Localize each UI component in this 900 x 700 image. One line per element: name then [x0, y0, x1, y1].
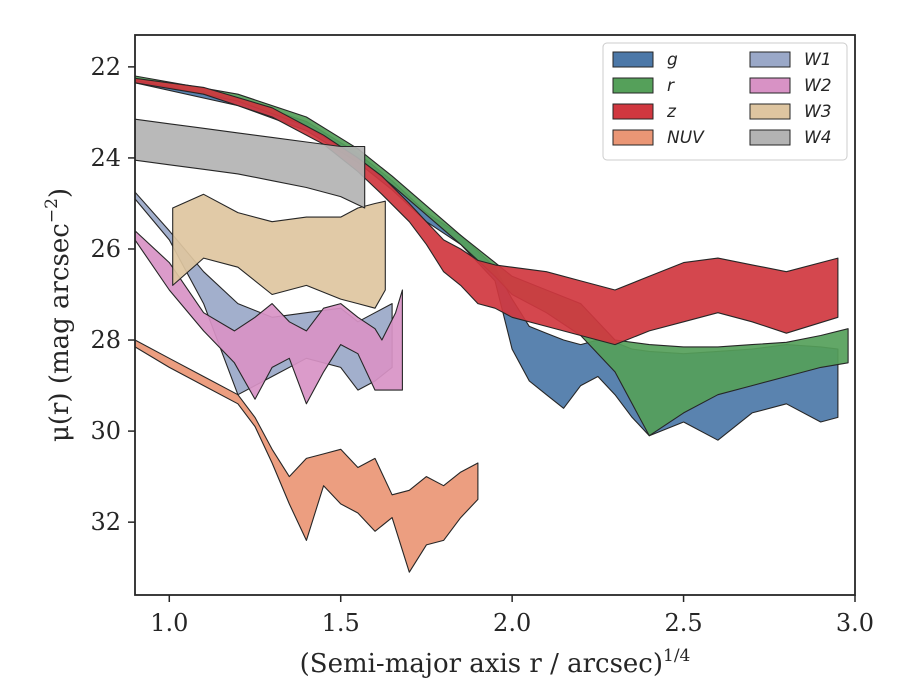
y-axis: 22 24 26 28 30 32 — [90, 53, 135, 536]
x-tick-label: 2.5 — [664, 609, 702, 637]
legend-item-w1: W1 — [749, 50, 832, 70]
legend-swatch — [612, 103, 654, 120]
legend-swatch — [749, 77, 791, 94]
x-axis-label-superscript: 1/4 — [663, 646, 690, 666]
band-w3 — [172, 193, 386, 309]
x-tick-label: 3.0 — [836, 609, 874, 637]
legend-label: W1 — [804, 50, 832, 70]
legend-label: z — [666, 102, 677, 122]
plot-frame — [134, 34, 856, 596]
legend-item-g: g — [612, 50, 678, 70]
legend-item-w3: W3 — [749, 102, 832, 122]
x-tick-label: 1.0 — [150, 609, 188, 637]
legend-swatch — [612, 51, 654, 68]
y-tick-label: 32 — [90, 508, 121, 536]
band-z — [135, 77, 839, 346]
legend-item-r: r — [612, 76, 675, 96]
legend-label: W3 — [804, 102, 832, 122]
legend-item-w4: W4 — [749, 128, 832, 148]
x-axis-label: (Semi-major axis r / arcsec)1/4 — [300, 646, 691, 679]
legend-item-w2: W2 — [749, 76, 832, 96]
series-bands — [135, 75, 849, 573]
y-tick-label: 26 — [90, 235, 121, 263]
legend-label: g — [667, 50, 678, 70]
y-tick-label: 30 — [90, 417, 121, 445]
legend-label: NUV — [667, 128, 705, 148]
x-axis: 1.0 1.5 2.0 2.5 3.0 — [150, 595, 874, 637]
legend-swatch — [612, 77, 654, 94]
x-tick-label: 1.5 — [322, 609, 360, 637]
y-axis-label-suffix: ) — [45, 188, 75, 198]
y-axis-label: μ(r) (mag arcsec−2) — [42, 188, 75, 442]
y-tick-label: 24 — [90, 144, 121, 172]
band-r — [135, 75, 849, 437]
y-axis-label-superscript: −2 — [42, 198, 62, 223]
x-tick-label: 2.0 — [493, 609, 531, 637]
legend-item-nuv: NUV — [612, 128, 705, 148]
legend-label: W2 — [804, 76, 832, 96]
y-tick-label: 28 — [90, 326, 121, 354]
y-tick-label: 22 — [90, 53, 121, 81]
legend: grz NUV W1 W2 W3 W4 — [602, 42, 848, 161]
legend-swatch — [612, 129, 654, 146]
band-w2 — [135, 230, 403, 405]
legend-label: r — [667, 76, 675, 96]
legend-swatch — [749, 103, 791, 120]
legend-item-z: z — [612, 102, 677, 122]
legend-swatch — [749, 129, 791, 146]
legend-swatch — [749, 51, 791, 68]
band-nuv — [135, 339, 479, 573]
legend-label: W4 — [804, 128, 832, 148]
band-w4 — [135, 118, 366, 209]
